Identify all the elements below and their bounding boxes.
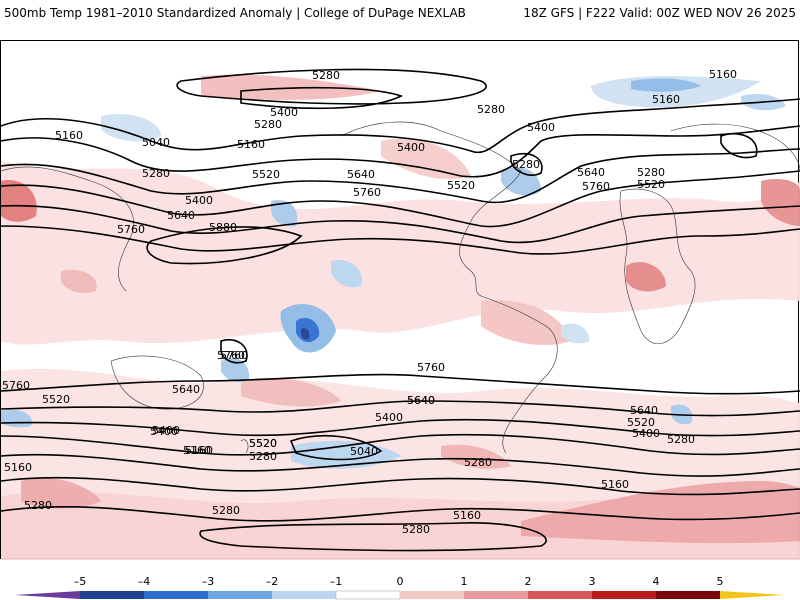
contour-label: 5040 [142, 136, 170, 149]
contour-label: 5640 [407, 394, 435, 407]
contour-label: 5160 [183, 444, 211, 457]
colorbar-tick: 0 [397, 575, 404, 588]
contour-label: 5280 [249, 450, 277, 463]
contour-label: 5400 [397, 141, 425, 154]
colorbar-tick: –1 [330, 575, 343, 588]
colorbar: –5 –4 –3 –2 –1 0 1 2 3 4 5 [0, 570, 800, 600]
contour-label: 5640 [167, 209, 195, 222]
colorbar-segment [144, 591, 208, 599]
contour-label: 5880 [209, 221, 237, 234]
contour-label: 5280 [667, 433, 695, 446]
contour-label: 5160 [601, 478, 629, 491]
colorbar-tick: 3 [589, 575, 596, 588]
contour-labels: 5280 5400 5280 5160 5040 5160 5280 5520 … [2, 68, 737, 536]
colorbar-svg: –5 –4 –3 –2 –1 0 1 2 3 4 5 [15, 575, 785, 600]
contour-label: 5520 [42, 393, 70, 406]
contour-label: 5160 [4, 461, 32, 474]
map-title: 500mb Temp 1981–2010 Standardized Anomal… [4, 6, 466, 20]
height-contours [1, 68, 800, 552]
contour-label: 5280 [312, 69, 340, 82]
header: 500mb Temp 1981–2010 Standardized Anomal… [0, 0, 800, 30]
contour-label: 5400 [185, 194, 213, 207]
contour-label: 5760 [217, 349, 245, 362]
colorbar-segment [272, 591, 336, 599]
colorbar-arrow-left [15, 591, 80, 599]
contour-label: 5400 [632, 427, 660, 440]
contour-label: 5280 [212, 504, 240, 517]
contour-label: 5760 [2, 379, 30, 392]
contour-label: 5040 [350, 445, 378, 458]
contour-label: 5520 [249, 437, 277, 450]
contour-label: 5640 [577, 166, 605, 179]
contour-label: 5280 [464, 456, 492, 469]
contour-label: 5280 [637, 166, 665, 179]
coastlines [1, 121, 800, 454]
contour-label: 5400 [527, 121, 555, 134]
colorbar-segment [528, 591, 592, 599]
contour-label: 5640 [630, 404, 658, 417]
colorbar-tick: –5 [74, 575, 87, 588]
contour-label: 5400 [152, 424, 180, 437]
contour-label: 5520 [627, 416, 655, 429]
colorbar-tick: 5 [717, 575, 724, 588]
contour-label: 5280 [477, 103, 505, 116]
anomaly-map: 5280 5400 5280 5160 5040 5160 5280 5520 … [1, 68, 800, 560]
contour-label: 5640 [347, 168, 375, 181]
map-panel: 5280 5400 5280 5160 5040 5160 5280 5520 … [0, 40, 800, 560]
contour-label: 5520 [252, 168, 280, 181]
colorbar-segment [80, 591, 144, 599]
colorbar-segment [656, 591, 720, 599]
contour-label: 5400 [270, 106, 298, 119]
contour-label: 5760 [582, 180, 610, 193]
contour-label: 5640 [407, 394, 435, 407]
colorbar-tick: –3 [202, 575, 215, 588]
contour-label: 5400 [150, 425, 178, 438]
contour-label: 5160 [709, 68, 737, 81]
colorbar-segment [400, 591, 464, 599]
colorbar-tick: 2 [525, 575, 532, 588]
contour-label: 5280 [402, 523, 430, 536]
colorbar-ticks: –5 –4 –3 –2 –1 0 1 2 3 4 5 [74, 575, 724, 588]
contour-label: 5280 [142, 167, 170, 180]
contour-label: 5640 [172, 383, 200, 396]
contour-label: 5400 [375, 411, 403, 424]
contour-label: 5160 [237, 138, 265, 151]
contour-label: 5760 [220, 349, 248, 362]
contour-label: 5280 [512, 158, 540, 171]
contour-label: 5760 [417, 361, 445, 374]
contour-label: 5520 [447, 179, 475, 192]
colorbar-segment [592, 591, 656, 599]
colorbar-segment [208, 591, 272, 599]
colorbar-segment [335, 590, 401, 600]
colorbar-segments [15, 590, 785, 600]
contour-label: 5760 [117, 223, 145, 236]
colorbar-tick: –4 [138, 575, 151, 588]
contour-label: 5160 [185, 444, 213, 457]
colorbar-tick: 4 [653, 575, 660, 588]
colorbar-tick: 1 [461, 575, 468, 588]
colorbar-segment [464, 591, 528, 599]
contour-label: 5520 [637, 178, 665, 191]
contour-label: 5160 [453, 509, 481, 522]
colorbar-arrow-right [720, 591, 785, 599]
contour-label: 5520 [249, 437, 277, 450]
contour-label: 5280 [24, 499, 52, 512]
contour-label: 5760 [353, 186, 381, 199]
contour-label: 5280 [254, 118, 282, 131]
valid-time: 18Z GFS | F222 Valid: 00Z WED NOV 26 202… [523, 6, 796, 20]
contour-label: 5160 [652, 93, 680, 106]
contour-label: 5160 [55, 129, 83, 142]
colorbar-tick: –2 [266, 575, 279, 588]
